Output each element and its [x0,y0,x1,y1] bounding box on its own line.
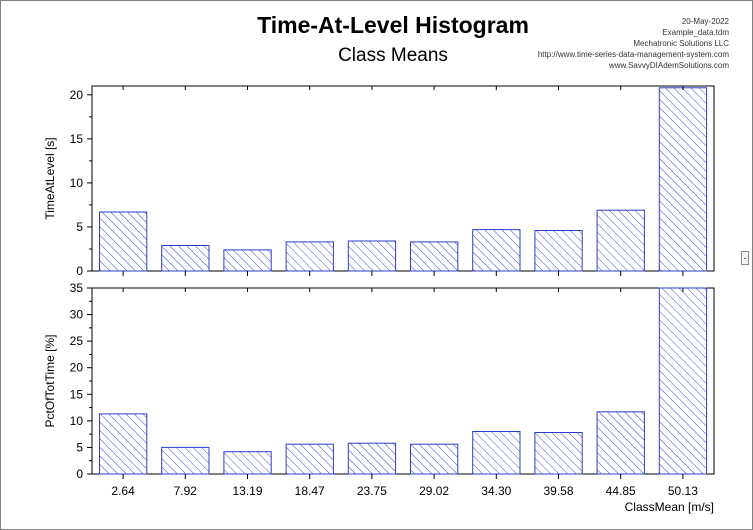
bar-top-7 [534,230,583,272]
bar-top-4 [347,240,397,272]
meta-filename: Example_data.tdm [662,28,729,37]
y-tick-label-top-0: 0 [76,264,83,278]
bar-bottom-7 [534,432,583,475]
y-tick-label-bottom-4: 20 [70,361,84,375]
bar-bottom-5 [410,443,459,475]
bar-bottom-3 [285,443,334,475]
y-axis-label-bottom: PctOfTotTime [%] [43,335,57,428]
y-axis-label-top: TimeAtLevel [s] [43,137,57,219]
chart-subtitle: Class Means [338,45,448,66]
bar-bottom-1 [161,446,210,475]
y-tick-label-bottom-7: 35 [70,281,84,295]
y-tick-label-bottom-5: 25 [70,334,84,348]
y-tick-label-top-4: 20 [70,88,84,102]
bar-top-1 [161,245,210,272]
bar-bottom-2 [223,451,272,475]
meta-url-1: http://www.time-series-data-management-s… [537,50,729,59]
bar-bottom-8 [596,411,645,475]
x-tick-label-3: 18.47 [295,484,325,498]
x-tick-label-0: 2.64 [111,484,135,498]
chart-title: Time-At-Level Histogram [257,12,529,38]
bar-top-3 [285,241,334,272]
y-tick-label-bottom-6: 30 [70,308,84,322]
x-tick-label-7: 39.58 [543,484,573,498]
x-tick-label-8: 44.85 [606,484,636,498]
meta-url-2: www.SavvyDIAdemSolutions.com [608,61,729,70]
y-tick-label-bottom-2: 10 [70,414,84,428]
bar-top-8 [596,209,645,272]
y-tick-label-top-1: 5 [76,220,83,234]
bar-bottom-0 [99,413,148,475]
x-tick-label-4: 23.75 [357,484,387,498]
bar-bottom-9 [658,287,708,475]
bar-bottom-4 [347,442,397,475]
x-tick-label-9: 50.13 [668,484,698,498]
bar-top-0 [99,211,148,272]
x-tick-label-5: 29.02 [419,484,449,498]
meta-company: Mechatronic Solutions LLC [633,39,729,48]
bar-top-2 [223,249,272,272]
y-tick-label-bottom-0: 0 [76,467,83,481]
meta-date: 20-May-2022 [681,17,729,26]
bar-top-5 [410,241,459,272]
y-tick-label-top-3: 15 [70,132,84,146]
resize-handle[interactable]: - [741,251,749,265]
x-axis-label: ClassMean [m/s] [625,500,714,514]
bar-top-9 [658,87,708,272]
x-tick-label-1: 7.92 [174,484,198,498]
chart-metadata-block: 20-May-2022 Example_data.tdm Mechatronic… [538,16,729,71]
y-tick-label-bottom-1: 5 [76,440,83,454]
x-tick-label-6: 34.30 [481,484,511,498]
bar-bottom-6 [472,431,521,475]
bar-top-6 [472,229,521,272]
x-tick-label-2: 13.19 [232,484,262,498]
y-tick-label-top-2: 10 [70,176,84,190]
y-tick-label-bottom-3: 15 [70,387,84,401]
